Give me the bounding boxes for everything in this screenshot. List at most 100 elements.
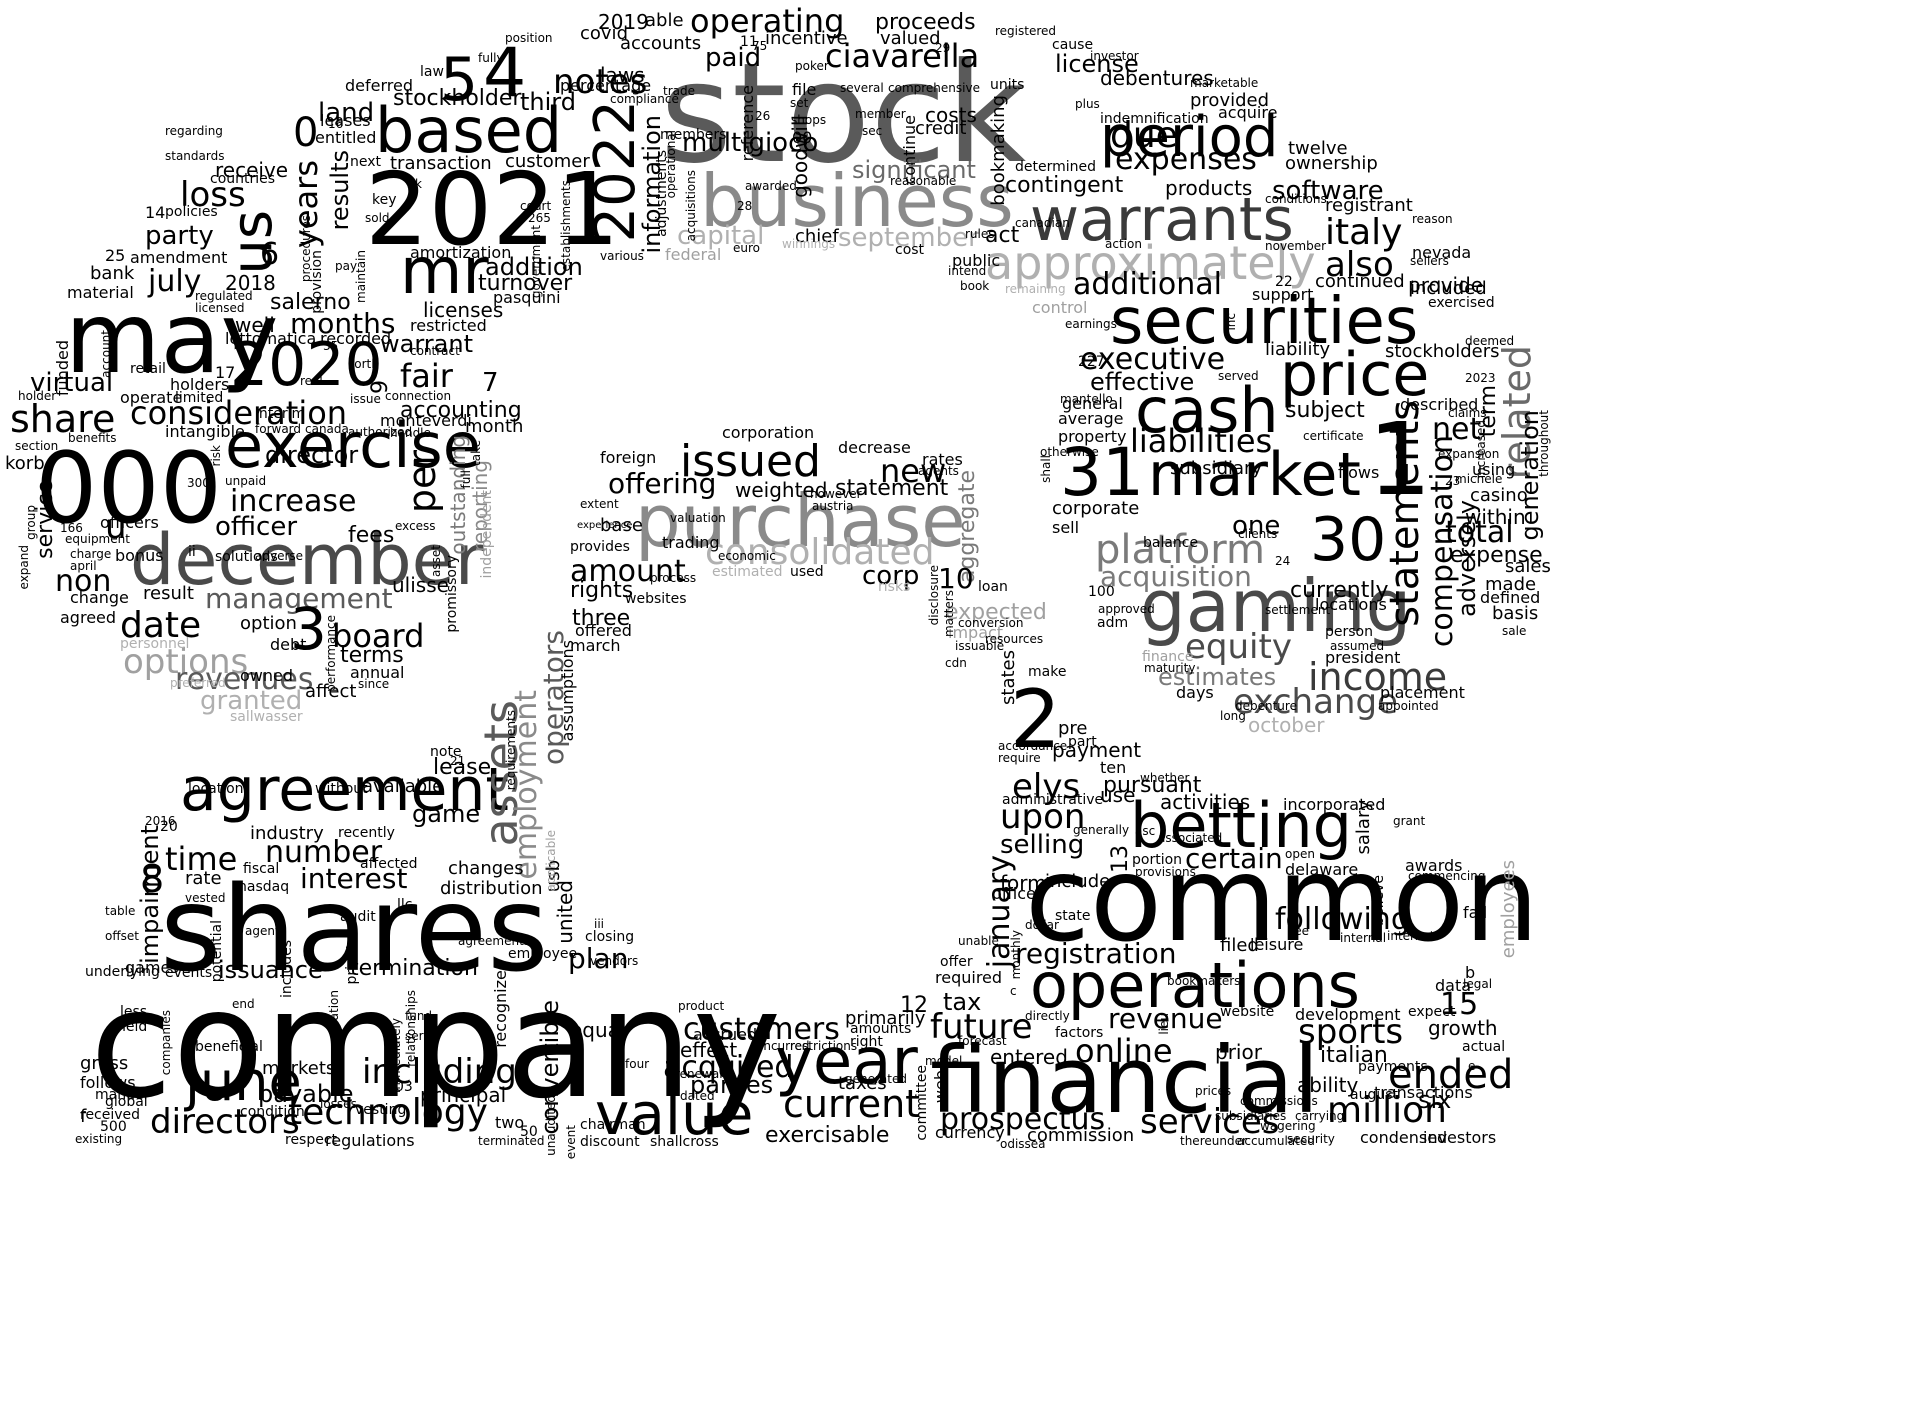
word-statements: statements: [1382, 400, 1428, 627]
word-nevada: nevada: [1412, 243, 1472, 262]
word-changes: changes: [448, 858, 524, 879]
word-four: four: [625, 1057, 650, 1071]
word-canada: canada: [305, 422, 349, 436]
word-marketable: marketable: [1190, 76, 1259, 90]
word-shall: shall: [1039, 455, 1053, 483]
word-section: section: [15, 439, 59, 453]
word-internet: internet: [1387, 929, 1435, 943]
word-provide: provide: [1408, 273, 1484, 297]
word-plus: plus: [1075, 97, 1100, 111]
word-expansion: expansion: [1438, 447, 1500, 461]
word-termination: termination: [350, 956, 478, 981]
word-result: result: [143, 583, 194, 604]
word-currently: currently: [1290, 578, 1389, 603]
word-credit: credit: [915, 118, 967, 139]
word-odissea: odissea: [1000, 1137, 1046, 1151]
word-debt: debt: [270, 635, 307, 654]
word-rates: rates: [922, 450, 963, 469]
word-35: 35: [323, 339, 339, 353]
word-lieu: lieu: [1157, 1013, 1171, 1035]
word-equity: equity: [1185, 627, 1292, 667]
word-provisions: provisions: [1135, 865, 1196, 879]
word-incentive: incentive: [765, 28, 848, 49]
word-november: november: [1265, 239, 1327, 253]
word-regulated: regulated: [195, 289, 253, 303]
word-units: units: [990, 77, 1025, 93]
word-selling: selling: [1000, 830, 1085, 860]
word-financial: financial: [930, 1027, 1320, 1134]
word-june: june: [185, 1050, 302, 1113]
word-effective: effective: [1090, 368, 1195, 396]
word-exchange: exchange: [1233, 682, 1398, 722]
word-included: included: [1410, 278, 1487, 299]
word-weighted: weighted: [735, 478, 828, 502]
word-turnover: turnover: [478, 271, 573, 296]
word-foreign: foreign: [600, 448, 657, 467]
word-prices: prices: [1195, 1084, 1232, 1098]
word-carrying: carrying: [1295, 1109, 1345, 1123]
word-incorporated: incorporated: [1283, 795, 1386, 814]
word-certain: certain: [1185, 842, 1283, 875]
word-acquisition: acquisition: [1100, 560, 1252, 593]
word-poker: poker: [795, 59, 829, 73]
word-regarding: regarding: [165, 124, 223, 138]
word-21: 21: [450, 754, 466, 768]
word-entered: entered: [990, 1045, 1068, 1069]
word-may: may: [65, 282, 279, 396]
word-29: 29: [935, 41, 951, 55]
word-fund: fund: [405, 1009, 433, 1023]
word-issuable: issuable: [955, 639, 1005, 653]
word-legal: legal: [1463, 977, 1493, 991]
word-500: 500: [100, 1119, 127, 1135]
word-change: change: [70, 588, 129, 607]
word-salerno: salerno: [270, 290, 351, 315]
word-number: number: [265, 835, 383, 870]
word-experience: experience: [577, 520, 633, 531]
word-condensed: condensed: [1360, 1128, 1448, 1147]
word-ciavarella: ciavarella: [825, 37, 980, 75]
word-sellers: sellers: [1410, 254, 1449, 268]
word-percentage: percentage: [560, 76, 652, 95]
word-affected: affected: [360, 856, 418, 872]
word-amount: amount: [570, 554, 686, 589]
word-ten: ten: [1100, 758, 1127, 777]
word-associated: associated: [1158, 831, 1223, 845]
word-personnel: personnel: [120, 636, 190, 652]
word-audit: audit: [340, 909, 376, 925]
word-transactions: transactions: [1374, 1083, 1473, 1102]
word-beneficial: beneficial: [195, 1039, 263, 1055]
word-forecast: forecast: [958, 1034, 1007, 1048]
word-excess: excess: [395, 519, 436, 533]
word-throughout: throughout: [1537, 410, 1551, 477]
word-16: 16: [328, 117, 344, 131]
word-equipment: equipment: [65, 532, 130, 546]
word-sold: sold: [365, 211, 390, 225]
word-sallwasser: sallwasser: [230, 709, 303, 725]
word-20: 20: [160, 819, 178, 835]
word-llc: llc: [397, 897, 413, 913]
word-development: development: [1295, 1005, 1401, 1024]
word-terminated: terminated: [478, 1134, 545, 1148]
word-commissions: commissions: [1240, 1094, 1318, 1108]
word-offset: offset: [105, 929, 139, 943]
word-incurred: incurred: [760, 1039, 810, 1053]
word-agreed: agreed: [60, 608, 117, 627]
word-reference: reference: [738, 85, 757, 162]
word-10: 10: [938, 562, 974, 595]
word-value: value: [595, 1080, 754, 1148]
word-well: well: [235, 313, 275, 337]
word-principal: principal: [420, 1083, 507, 1107]
word-act: act: [985, 223, 1020, 248]
word-using: using: [1472, 460, 1516, 479]
word-k: k: [415, 177, 422, 191]
word-terms: terms: [340, 643, 404, 668]
word-impact: impact: [948, 623, 1004, 642]
word-inc: inc: [1224, 313, 1238, 331]
word-c: c: [1010, 984, 1017, 998]
word-deferred: deferred: [345, 76, 413, 95]
word-solutions: solutions: [215, 549, 278, 565]
word-significant: significant: [852, 156, 976, 184]
word-actual: actual: [1462, 1039, 1506, 1055]
word-accounting: accounting: [400, 398, 522, 423]
word-corp: corp: [862, 561, 920, 591]
